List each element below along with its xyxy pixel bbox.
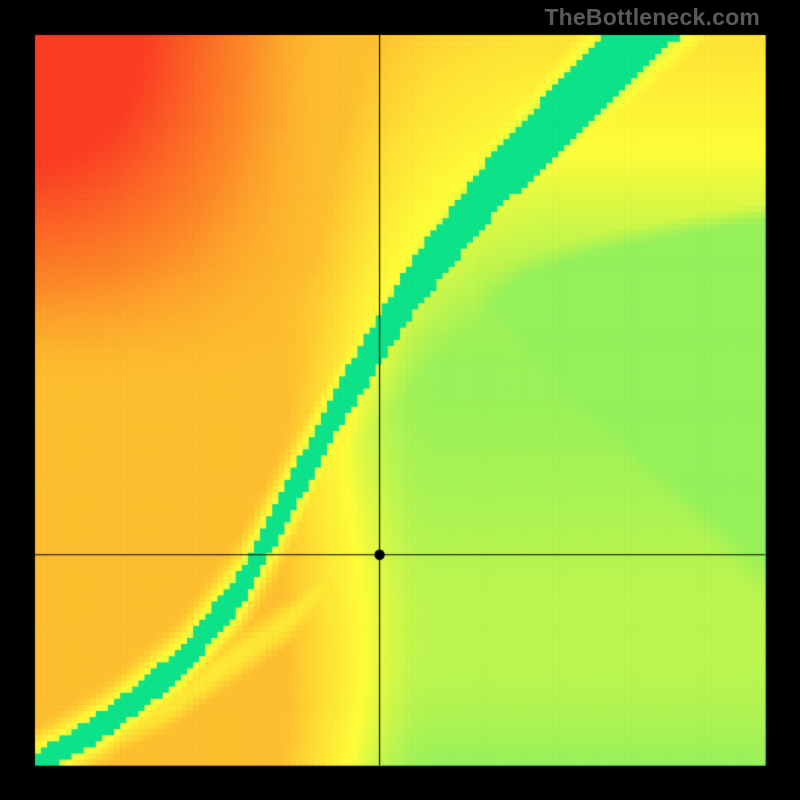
bottleneck-heatmap bbox=[0, 0, 800, 800]
attribution-text: TheBottleneck.com bbox=[544, 4, 760, 31]
chart-container: TheBottleneck.com bbox=[0, 0, 800, 800]
